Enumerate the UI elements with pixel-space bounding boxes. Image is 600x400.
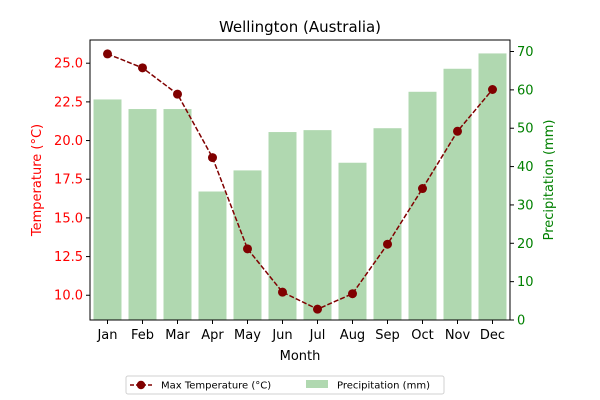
right-tick-label: 70 xyxy=(517,45,534,60)
legend-bar-swatch xyxy=(306,380,328,388)
right-tick-label: 60 xyxy=(517,83,534,98)
temperature-point xyxy=(313,304,322,314)
x-tick-label: Oct xyxy=(411,328,433,343)
left-axis-label: Temperature (°C) xyxy=(30,124,45,237)
right-tick-label: 20 xyxy=(517,237,534,252)
x-tick-label: Jul xyxy=(309,328,326,343)
x-tick-label: May xyxy=(234,328,261,343)
temperature-series-line xyxy=(107,53,494,310)
left-tick-label: 12.5 xyxy=(54,250,83,265)
temperature-point xyxy=(418,184,427,194)
temperature-point xyxy=(243,244,252,254)
temperature-point xyxy=(138,63,147,73)
right-tick-label: 30 xyxy=(517,198,534,213)
legend-label-temperature: Max Temperature (°C) xyxy=(161,381,271,392)
x-axis-ticks: Jan Feb Mar Apr May Jun Jul Aug Sep Oct Nov Dec xyxy=(96,320,505,343)
x-tick-label: Feb xyxy=(131,328,154,343)
chart-title: Wellington (Australia) xyxy=(219,18,381,36)
left-tick-label: 20.0 xyxy=(54,134,83,149)
precipitation-bar xyxy=(443,68,472,320)
x-axis-label: Month xyxy=(280,349,321,364)
left-tick-label: 25.0 xyxy=(54,57,83,72)
right-tick-label: 10 xyxy=(517,275,534,290)
right-axis-label: Precipitation (mm) xyxy=(542,120,557,241)
temperature-point xyxy=(278,287,287,297)
temperature-point xyxy=(453,126,462,136)
precipitation-bar xyxy=(128,109,157,320)
x-tick-label: Sep xyxy=(375,328,400,343)
legend-label-precipitation: Precipitation (mm) xyxy=(337,381,430,392)
x-tick-label: Apr xyxy=(201,328,224,343)
x-tick-label: Jan xyxy=(96,328,117,343)
right-tick-label: 50 xyxy=(517,122,534,137)
x-tick-label: Nov xyxy=(445,328,471,343)
left-tick-label: 22.5 xyxy=(54,95,83,110)
x-tick-label: Mar xyxy=(165,328,190,343)
legend-frame xyxy=(125,375,445,395)
plot-frame xyxy=(89,39,511,321)
left-tick-label: 17.5 xyxy=(54,173,83,188)
legend: Max Temperature (°C) Precipitation (mm) xyxy=(125,375,445,395)
temperature-point xyxy=(383,239,392,249)
left-axis-ticks: 10.0 12.5 15.0 17.5 20.0 22.5 25.0 xyxy=(54,57,90,304)
legend-marker-swatch xyxy=(136,380,146,390)
precipitation-bar xyxy=(93,99,122,320)
precipitation-bar xyxy=(198,191,227,320)
left-tick-label: 10.0 xyxy=(54,289,83,304)
temperature-point xyxy=(348,289,357,299)
x-tick-label: Aug xyxy=(340,328,365,343)
right-tick-label: 0 xyxy=(517,314,525,329)
precipitation-bar xyxy=(408,91,437,320)
left-tick-label: 15.0 xyxy=(54,211,83,226)
temperature-point xyxy=(103,49,112,59)
temperature-point xyxy=(488,85,497,95)
precipitation-bars xyxy=(93,53,507,321)
x-tick-label: Dec xyxy=(480,328,505,343)
precipitation-bar xyxy=(478,53,507,321)
temperature-line xyxy=(103,49,497,314)
temperature-point xyxy=(208,153,217,163)
precipitation-bar xyxy=(163,109,192,320)
right-tick-label: 40 xyxy=(517,160,534,175)
precipitation-bar xyxy=(303,130,332,320)
x-tick-label: Jun xyxy=(271,328,292,343)
temperature-point xyxy=(173,89,182,99)
precipitation-bar xyxy=(373,128,402,320)
right-axis-ticks: 0 10 20 30 40 50 60 70 xyxy=(510,45,534,329)
